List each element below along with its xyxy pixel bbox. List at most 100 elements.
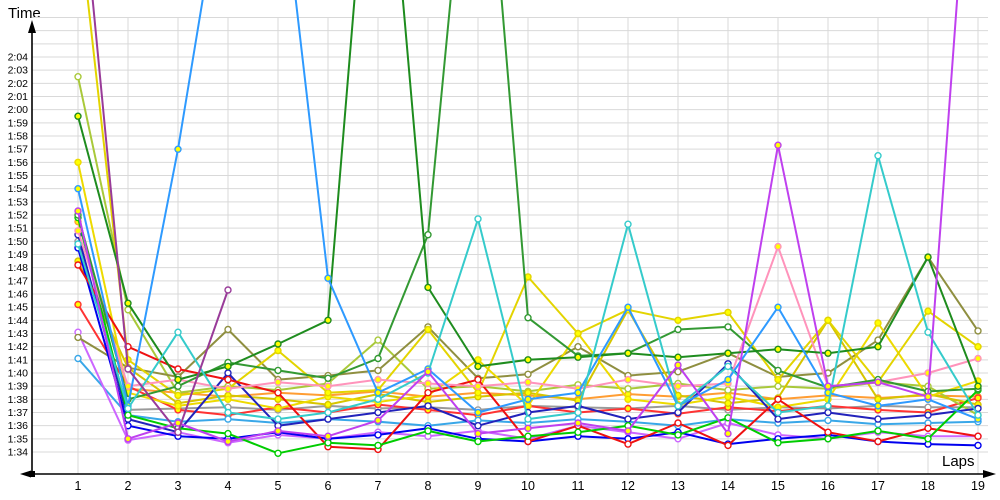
series-marker-turquoise: [524, 415, 532, 423]
series-marker-turquoise: [324, 408, 332, 417]
series-marker-yellow-b: [724, 393, 732, 401]
x-tick-label: 8: [425, 479, 432, 493]
series-marker-red-a: [174, 365, 182, 373]
series-marker-pink: [674, 382, 682, 390]
y-tick-label: 1:58: [8, 130, 29, 142]
series-marker-forest-b: [724, 323, 732, 331]
x-tick-label: 6: [325, 479, 332, 493]
series-marker-red-a: [474, 375, 482, 384]
y-tick-label: 1:47: [8, 275, 29, 287]
y-tick-label: 1:35: [8, 433, 29, 445]
series-marker-dodger: [874, 402, 882, 410]
series-marker-navy: [924, 411, 932, 419]
x-tick-label: 5: [275, 479, 282, 493]
x-axis-title: Laps: [942, 453, 975, 470]
series-line-purple-short: [91, 0, 229, 434]
series-marker-navy: [824, 408, 832, 417]
series-marker-magenta: [824, 382, 832, 390]
x-axis-left-arrow-icon: [20, 470, 31, 478]
series-marker-yellow-c: [324, 400, 332, 409]
y-tick-label: 2:00: [8, 104, 29, 116]
series-marker-forest-a: [824, 349, 832, 357]
series-marker-red-a: [874, 437, 882, 446]
series-marker-forest-a: [324, 316, 332, 324]
series-marker-yellow-c: [724, 399, 732, 407]
series-marker-green-bright: [574, 428, 582, 436]
series-marker-yellow-green: [774, 382, 782, 390]
series-marker-dodger: [524, 395, 532, 403]
y-tick-label: 1:57: [8, 144, 29, 156]
series-marker-red-b: [74, 300, 82, 309]
series-marker-turquoise: [974, 411, 982, 419]
series-marker-turquoise: [74, 240, 82, 248]
x-tick-label: 17: [871, 479, 885, 493]
y-tick-label: 1:49: [8, 249, 29, 261]
series-marker-navy: [624, 415, 632, 423]
series-marker-yellow-a: [824, 316, 832, 324]
x-tick-label: 19: [971, 479, 985, 493]
series-marker-dodger: [574, 389, 582, 397]
y-tick-label: 1:40: [8, 367, 29, 379]
x-axis-arrow-icon: [983, 470, 996, 478]
series-marker-forest-a: [924, 253, 932, 261]
series-marker-forest-b: [174, 382, 182, 390]
series-marker-yellow-green: [624, 385, 632, 393]
x-tick-label: 1: [75, 479, 82, 493]
y-tick-label: 1:34: [8, 447, 29, 459]
series-marker-forest-a: [424, 283, 432, 292]
series-marker-forest-a: [524, 356, 532, 364]
series-marker-forest-a: [574, 353, 582, 361]
y-tick-label: 1:43: [8, 328, 29, 340]
series-marker-yellow-a: [424, 325, 432, 334]
y-tick-label: 1:54: [8, 183, 29, 195]
x-tick-label: 9: [475, 479, 482, 493]
series-marker-green-bright: [824, 435, 832, 443]
series-marker-yellow-c: [274, 395, 282, 403]
y-tick-label: 1:50: [8, 236, 29, 248]
series-marker-yellow-green: [74, 72, 82, 81]
series-marker-olive: [224, 325, 232, 334]
series-marker-navy: [224, 369, 232, 377]
series-marker-dodger: [374, 389, 382, 397]
series-marker-purple-short: [224, 286, 232, 294]
series-marker-green-bright: [274, 449, 282, 457]
series-marker-navy: [424, 402, 432, 410]
series-marker-green-bright: [674, 431, 682, 439]
series-marker-purple-short: [124, 365, 132, 373]
series-marker-red-a: [774, 395, 782, 403]
series-marker-yellow-a: [724, 308, 732, 317]
series-marker-yellow-a: [524, 273, 532, 281]
series-marker-navy: [874, 415, 882, 423]
series-marker-red-a: [224, 375, 232, 384]
series-marker-olive: [974, 327, 982, 335]
series-marker-magenta: [274, 427, 282, 435]
series-marker-pink: [524, 378, 532, 386]
series-marker-magenta: [624, 427, 632, 435]
series-marker-yellow-b: [74, 158, 82, 167]
x-tick-label: 11: [572, 479, 585, 493]
y-axis-arrow-icon: [28, 20, 36, 33]
series-marker-green-bright: [524, 432, 532, 440]
series-marker-pink: [224, 385, 232, 393]
origin-marker: [29, 471, 35, 477]
series-marker-turquoise: [774, 408, 782, 417]
x-tick-label: 3: [175, 479, 182, 493]
x-tick-label: 16: [821, 479, 835, 493]
series-marker-red-a: [424, 389, 432, 397]
series-marker-turquoise: [824, 402, 832, 410]
series-marker-pink: [374, 375, 382, 384]
series-marker-navy: [374, 408, 382, 417]
x-tick-label: 4: [225, 479, 232, 493]
series-marker-magenta: [424, 368, 432, 376]
y-tick-label: 1:56: [8, 157, 29, 169]
y-tick-label: 2:01: [8, 91, 29, 103]
y-tick-label: 1:45: [8, 302, 29, 314]
x-tick-label: 12: [621, 479, 635, 493]
series-marker-magenta: [874, 378, 882, 386]
series-marker-green-bright: [774, 439, 782, 447]
series-marker-red-a: [924, 424, 932, 432]
series-marker-green-bright: [424, 427, 432, 435]
y-tick-label: 2:03: [8, 65, 29, 77]
